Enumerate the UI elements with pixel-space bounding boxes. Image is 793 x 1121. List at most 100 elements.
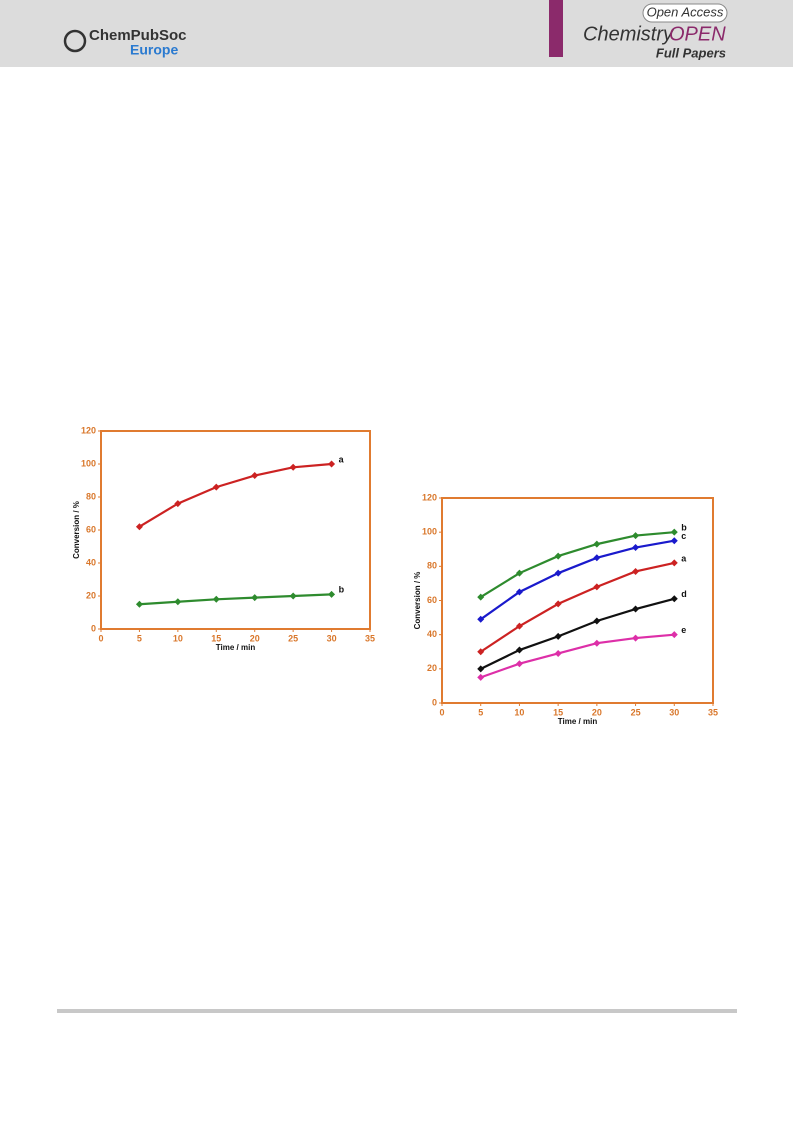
series-label: d (681, 589, 687, 599)
point (554, 600, 562, 608)
point (632, 532, 640, 540)
point (477, 615, 485, 623)
x-tick-label: 0 (439, 707, 444, 717)
series-label: e (681, 625, 686, 635)
point (477, 593, 485, 601)
point (212, 483, 220, 491)
logo-icon (63, 29, 87, 53)
x-tick-label: 25 (288, 633, 298, 643)
point (670, 537, 678, 545)
point (477, 665, 485, 673)
y-tick-label: 60 (427, 595, 437, 605)
point (670, 528, 678, 536)
point (593, 540, 601, 548)
series-label: b (681, 523, 687, 533)
series-line (139, 593, 332, 606)
point (477, 648, 485, 656)
x-axis-title: Time / min (558, 717, 598, 726)
journal-suffix: OPEN (669, 23, 726, 45)
point (289, 463, 297, 471)
publisher: ChemPubSoc (89, 27, 187, 44)
plot-frame (441, 497, 714, 704)
region: Europe (130, 42, 178, 58)
point (554, 552, 562, 560)
point (515, 622, 523, 630)
point (174, 500, 182, 508)
point (515, 646, 523, 654)
y-tick-label: 40 (427, 629, 437, 639)
y-tick-label: 100 (81, 458, 96, 468)
point (135, 523, 143, 531)
point (593, 617, 601, 625)
series-line (138, 462, 332, 528)
series-label: b (339, 585, 345, 595)
series-line (480, 561, 675, 653)
point (554, 569, 562, 577)
point (477, 673, 485, 681)
y-tick-label: 20 (427, 663, 437, 673)
point (251, 594, 259, 602)
y-tick-label: 40 (86, 557, 96, 567)
series-line (480, 633, 675, 679)
y-axis-title: Conversion / % (413, 572, 422, 630)
point (670, 559, 678, 567)
series-label: a (339, 454, 345, 464)
series-label: c (681, 531, 686, 541)
point (593, 583, 601, 591)
point (632, 605, 640, 613)
x-tick-label: 20 (250, 633, 260, 643)
point (135, 600, 143, 608)
x-tick-label: 20 (592, 707, 602, 717)
x-axis-title: Time / min (216, 643, 256, 652)
point (251, 472, 259, 480)
point (593, 639, 601, 647)
section: Full Papers (656, 45, 726, 60)
x-tick-label: 10 (173, 633, 183, 643)
point (632, 567, 640, 575)
footer-rule (57, 1009, 737, 1013)
y-tick-label: 80 (86, 491, 96, 501)
y-tick-label: 0 (432, 697, 437, 707)
series-label: a (681, 553, 687, 563)
point (670, 631, 678, 639)
y-tick-label: 20 (86, 590, 96, 600)
point (554, 649, 562, 657)
point (632, 544, 640, 552)
x-tick-label: 30 (669, 707, 679, 717)
point (174, 598, 182, 606)
point (328, 460, 336, 468)
y-tick-label: 60 (86, 524, 96, 534)
series-line (480, 539, 675, 621)
x-tick-label: 25 (631, 707, 641, 717)
x-tick-label: 5 (478, 707, 483, 717)
point (593, 554, 601, 562)
access-badge (642, 3, 728, 23)
x-tick-label: 35 (365, 633, 375, 643)
point (554, 632, 562, 640)
point (289, 592, 297, 600)
x-tick-label: 10 (514, 707, 524, 717)
x-tick-label: 0 (98, 633, 103, 643)
y-tick-label: 120 (422, 492, 437, 502)
y-axis-title: Conversion / % (72, 501, 81, 559)
x-tick-label: 35 (708, 707, 718, 717)
x-tick-label: 15 (211, 633, 221, 643)
y-tick-label: 80 (427, 561, 437, 571)
access: Open Access (647, 4, 724, 19)
journal-name: Chemistry (583, 23, 674, 45)
point (328, 590, 336, 598)
series-line (480, 531, 675, 599)
point (632, 634, 640, 642)
point (212, 595, 220, 603)
x-tick-label: 30 (327, 633, 337, 643)
x-tick-label: 5 (137, 633, 142, 643)
y-tick-label: 0 (91, 623, 96, 633)
point (515, 569, 523, 577)
point (670, 595, 678, 603)
y-tick-label: 120 (81, 425, 96, 435)
point (515, 588, 523, 596)
series-line (480, 597, 675, 670)
y-tick-label: 100 (422, 527, 437, 537)
point (515, 660, 523, 668)
